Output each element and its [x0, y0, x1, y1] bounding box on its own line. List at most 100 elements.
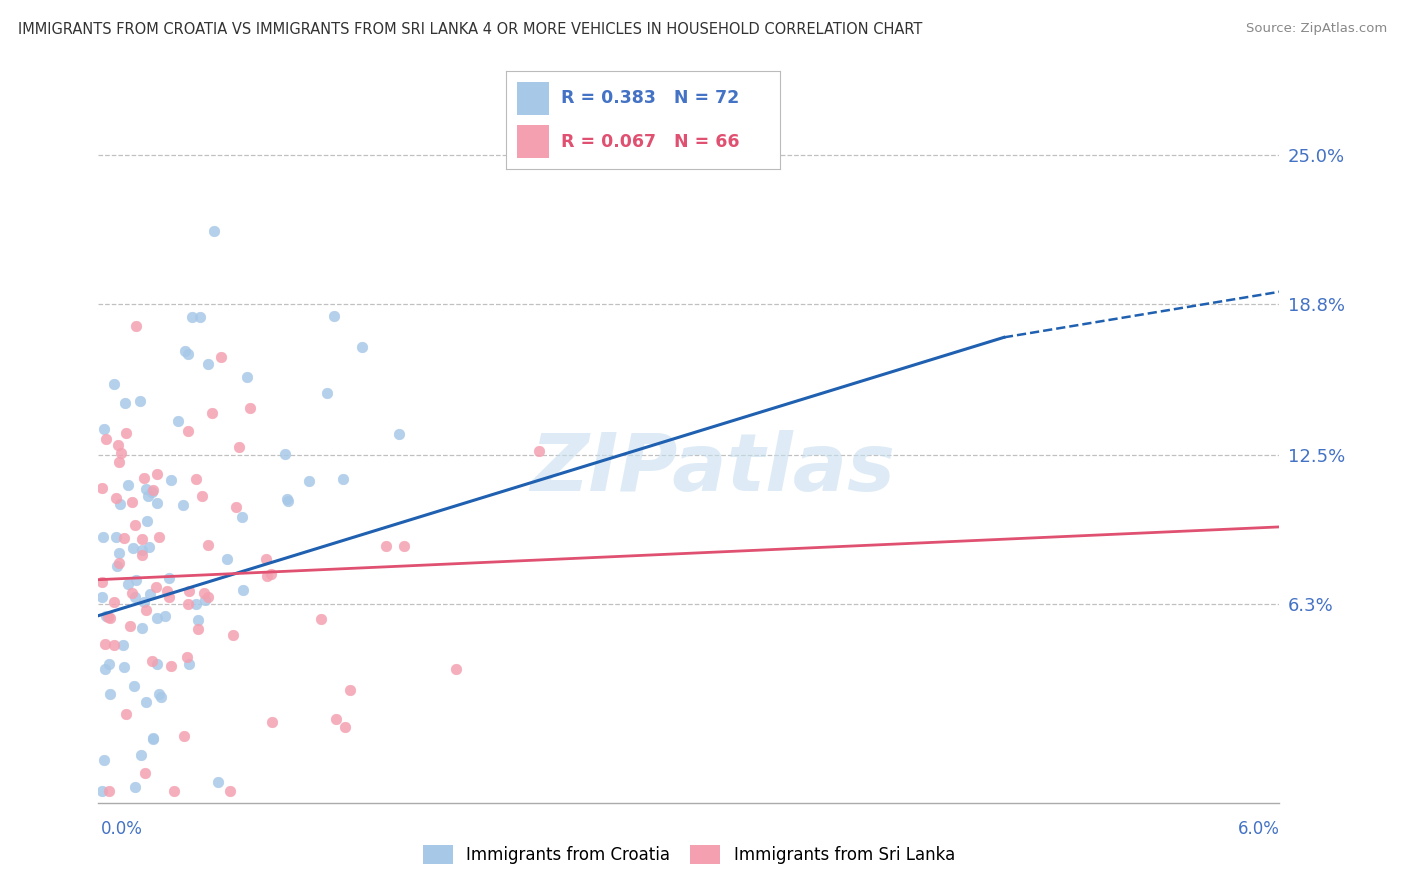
- Point: [103, 595, 125, 609]
- Point: [209, 350, 232, 364]
- Point: [352, 340, 374, 354]
- Point: [112, 660, 135, 674]
- Point: [93, 422, 115, 436]
- Point: [115, 426, 138, 441]
- Point: [309, 612, 332, 626]
- Point: [388, 426, 411, 441]
- Point: [135, 603, 157, 617]
- Point: [177, 346, 200, 360]
- Point: [239, 401, 262, 416]
- Point: [228, 440, 250, 454]
- Point: [146, 657, 169, 671]
- Point: [98, 611, 121, 625]
- Point: [145, 580, 167, 594]
- Point: [197, 357, 219, 371]
- Point: [215, 552, 238, 566]
- Point: [323, 309, 346, 323]
- Bar: [517, 82, 548, 114]
- Text: ZIPatlas: ZIPatlas: [530, 430, 896, 508]
- Point: [181, 310, 204, 324]
- Point: [132, 471, 155, 485]
- Point: [141, 654, 163, 668]
- Point: [141, 485, 163, 500]
- Point: [276, 491, 298, 506]
- Point: [375, 539, 398, 553]
- Point: [527, 443, 550, 458]
- Point: [135, 482, 157, 496]
- Point: [219, 784, 242, 798]
- Point: [260, 566, 283, 581]
- Point: [91, 784, 114, 798]
- Point: [277, 493, 299, 508]
- Point: [186, 472, 208, 486]
- Point: [202, 224, 225, 238]
- Point: [188, 310, 211, 325]
- Point: [125, 318, 148, 333]
- Point: [150, 690, 173, 705]
- Point: [124, 679, 146, 693]
- Point: [332, 472, 354, 486]
- Point: [179, 584, 201, 599]
- Point: [124, 780, 146, 795]
- Point: [105, 558, 128, 573]
- Point: [142, 483, 165, 497]
- Point: [91, 591, 114, 605]
- Point: [98, 657, 121, 672]
- Point: [135, 514, 157, 528]
- Point: [142, 731, 165, 745]
- Point: [91, 574, 114, 589]
- Point: [187, 623, 209, 637]
- Point: [145, 496, 167, 510]
- Point: [187, 613, 209, 627]
- Point: [93, 753, 115, 767]
- Point: [444, 662, 467, 676]
- Point: [184, 597, 207, 611]
- Point: [335, 720, 357, 734]
- Point: [94, 432, 117, 446]
- Point: [157, 571, 180, 585]
- Text: IMMIGRANTS FROM CROATIA VS IMMIGRANTS FROM SRI LANKA 4 OR MORE VEHICLES IN HOUSE: IMMIGRANTS FROM CROATIA VS IMMIGRANTS FR…: [18, 22, 922, 37]
- Point: [222, 628, 245, 642]
- Point: [315, 385, 337, 400]
- Point: [172, 498, 194, 512]
- Point: [194, 593, 217, 607]
- Point: [97, 610, 120, 624]
- Point: [256, 569, 278, 583]
- Point: [131, 533, 153, 547]
- Point: [163, 784, 186, 798]
- Point: [129, 747, 152, 762]
- Legend: Immigrants from Croatia, Immigrants from Sri Lanka: Immigrants from Croatia, Immigrants from…: [416, 838, 962, 871]
- Point: [160, 659, 183, 673]
- Point: [108, 546, 131, 560]
- Point: [117, 577, 139, 591]
- Point: [142, 732, 165, 747]
- Point: [114, 396, 136, 410]
- Point: [138, 540, 160, 554]
- Point: [91, 530, 114, 544]
- Point: [146, 467, 169, 481]
- Point: [104, 491, 127, 506]
- Point: [325, 712, 347, 726]
- Point: [105, 530, 128, 544]
- Point: [231, 509, 253, 524]
- Point: [108, 556, 131, 570]
- Point: [132, 594, 155, 608]
- Point: [94, 608, 117, 623]
- Point: [107, 438, 129, 452]
- Point: [394, 539, 416, 553]
- Point: [125, 573, 148, 587]
- Point: [114, 707, 136, 722]
- Point: [93, 662, 115, 676]
- Point: [197, 538, 219, 552]
- Point: [108, 455, 131, 469]
- Point: [112, 638, 135, 652]
- Point: [117, 478, 139, 492]
- Point: [121, 541, 143, 555]
- Point: [108, 497, 131, 511]
- Point: [176, 424, 198, 438]
- Point: [260, 714, 283, 729]
- Text: 0.0%: 0.0%: [101, 820, 143, 838]
- Point: [135, 695, 157, 709]
- Text: R = 0.383   N = 72: R = 0.383 N = 72: [561, 89, 740, 107]
- Point: [93, 637, 115, 651]
